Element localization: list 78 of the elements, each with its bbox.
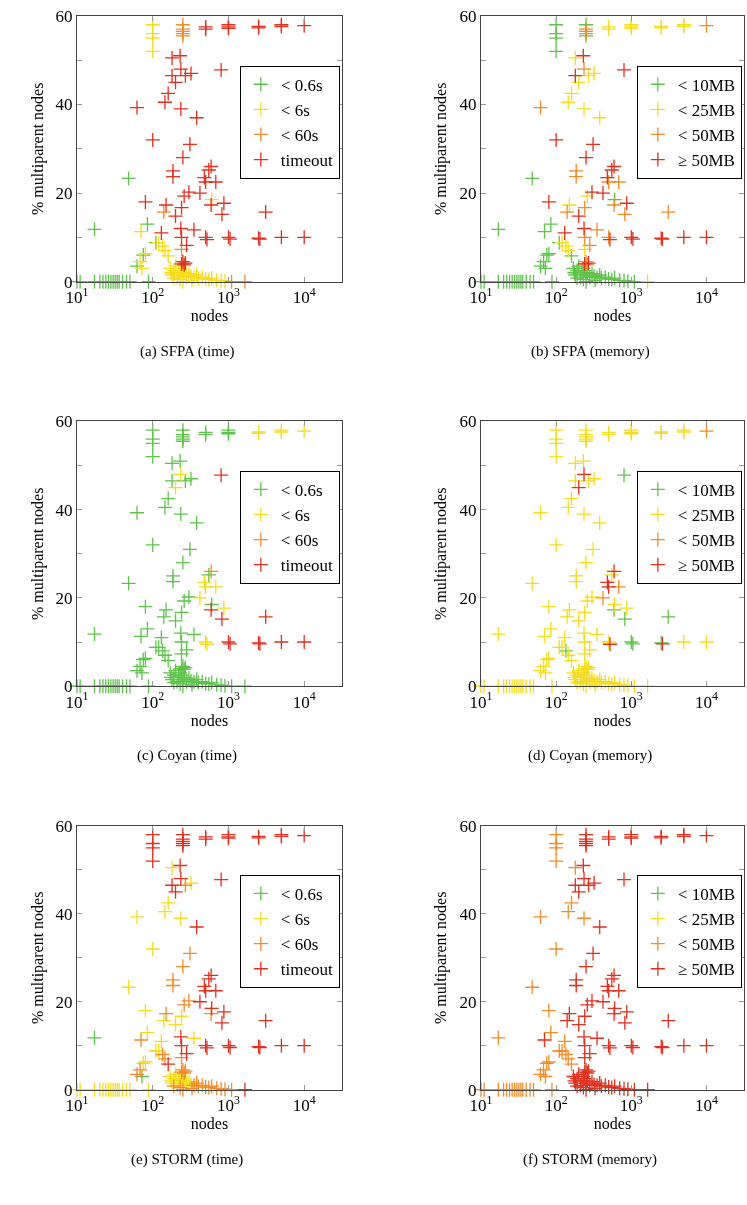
x-tick-label: 10$^{3}$ <box>619 1092 643 1116</box>
y-axis-title: % multiparent nodes <box>432 487 451 620</box>
legend-label: < 25MB <box>677 910 736 930</box>
x-tick-label: 10$^{2}$ <box>544 689 568 712</box>
x-tick-label: 10$^{3}$ <box>619 689 643 712</box>
legend-label: < 25MB <box>677 506 736 526</box>
y-tick-label: 20 <box>459 184 477 203</box>
legend-label: timeout <box>280 151 334 171</box>
text: (b) SFPA (memory) <box>531 343 650 360</box>
legend-label: < 60s <box>280 531 319 551</box>
x-tick-label: 10$^{2}$ <box>141 1092 165 1116</box>
legend-label: < 6s <box>280 100 310 120</box>
legend-label: < 0.6s <box>280 75 323 95</box>
y-tick-label: 60 <box>459 816 477 836</box>
legend-label: ≥ 50MB <box>677 960 735 980</box>
y-axis-title: % multiparent nodes <box>28 891 47 1025</box>
text: (c) Coyan (time) <box>137 747 237 764</box>
legend-label: < 6s <box>280 910 310 930</box>
y-tick-label: 20 <box>55 588 73 608</box>
x-tick-label: 10$^{2}$ <box>544 284 568 308</box>
x-tick-label: 10$^{3}$ <box>216 284 240 308</box>
legend-label: < 0.6s <box>280 885 323 905</box>
y-tick-label: 60 <box>459 6 477 26</box>
text: (a) SFPA (time) <box>140 343 235 360</box>
legend-label: < 50MB <box>677 126 736 146</box>
legend-label: < 50MB <box>677 935 736 955</box>
y-axis-title: % multiparent nodes <box>28 487 47 620</box>
y-axis-title: % multiparent nodes <box>432 891 451 1025</box>
y-tick-label: 40 <box>55 904 73 924</box>
legend-label: < 0.6s <box>280 480 323 500</box>
legend-label: < 10MB <box>677 75 736 95</box>
x-axis-title: nodes <box>190 307 229 325</box>
legend-label: < 50MB <box>677 531 736 551</box>
x-axis-title: nodes <box>593 1115 632 1133</box>
legend-label: ≥ 50MB <box>677 151 735 171</box>
legend-label: ≥ 50MB <box>677 556 735 576</box>
legend-label: timeout <box>280 556 334 576</box>
x-axis-title: nodes <box>593 307 632 325</box>
x-tick-label: 10$^{3}$ <box>216 689 240 712</box>
x-tick-label: 10$^{2}$ <box>141 689 165 712</box>
y-tick-label: 40 <box>55 500 73 520</box>
y-tick-label: 20 <box>459 992 477 1012</box>
legend-label: < 10MB <box>677 480 736 500</box>
y-tick-label: 60 <box>55 816 73 836</box>
x-tick-label: 10$^{3}$ <box>216 1092 240 1116</box>
legend-label: < 25MB <box>677 100 736 120</box>
y-tick-label: 40 <box>55 95 73 115</box>
y-tick-label: 40 <box>459 904 477 924</box>
y-tick-label: 20 <box>459 588 477 608</box>
x-tick-label: 10$^{4}$ <box>694 1092 718 1116</box>
y-axis-title: % multiparent nodes <box>432 82 451 215</box>
text: (f) STORM (memory) <box>523 1151 657 1168</box>
x-tick-label: 10$^{3}$ <box>619 284 643 308</box>
x-tick-label: 10$^{4}$ <box>292 689 316 712</box>
text: (e) STORM (time) <box>131 1151 244 1168</box>
legend-label: timeout <box>280 960 334 980</box>
x-tick-label: 10$^{2}$ <box>141 284 165 308</box>
y-tick-label: 20 <box>55 992 73 1012</box>
x-axis-title: nodes <box>190 711 229 729</box>
y-tick-label: 60 <box>55 6 73 26</box>
y-tick-label: 60 <box>459 412 477 432</box>
y-tick-label: 60 <box>55 412 73 432</box>
x-tick-label: 10$^{2}$ <box>544 1092 568 1116</box>
legend-label: < 60s <box>280 935 319 955</box>
x-axis-title: nodes <box>190 1115 229 1133</box>
y-tick-label: 20 <box>55 184 73 203</box>
y-tick-label: 40 <box>459 500 477 520</box>
x-tick-label: 10$^{4}$ <box>694 689 718 712</box>
x-tick-label: 10$^{4}$ <box>292 284 316 308</box>
y-tick-label: 40 <box>459 95 477 115</box>
x-axis-title: nodes <box>593 711 632 729</box>
legend-label: < 60s <box>280 126 319 146</box>
x-tick-label: 10$^{4}$ <box>694 284 718 308</box>
legend-label: < 6s <box>280 506 310 526</box>
x-tick-label: 10$^{4}$ <box>292 1092 316 1116</box>
text: (d) Coyan (memory) <box>528 747 653 764</box>
legend-label: < 10MB <box>677 885 736 905</box>
y-axis-title: % multiparent nodes <box>28 82 47 215</box>
